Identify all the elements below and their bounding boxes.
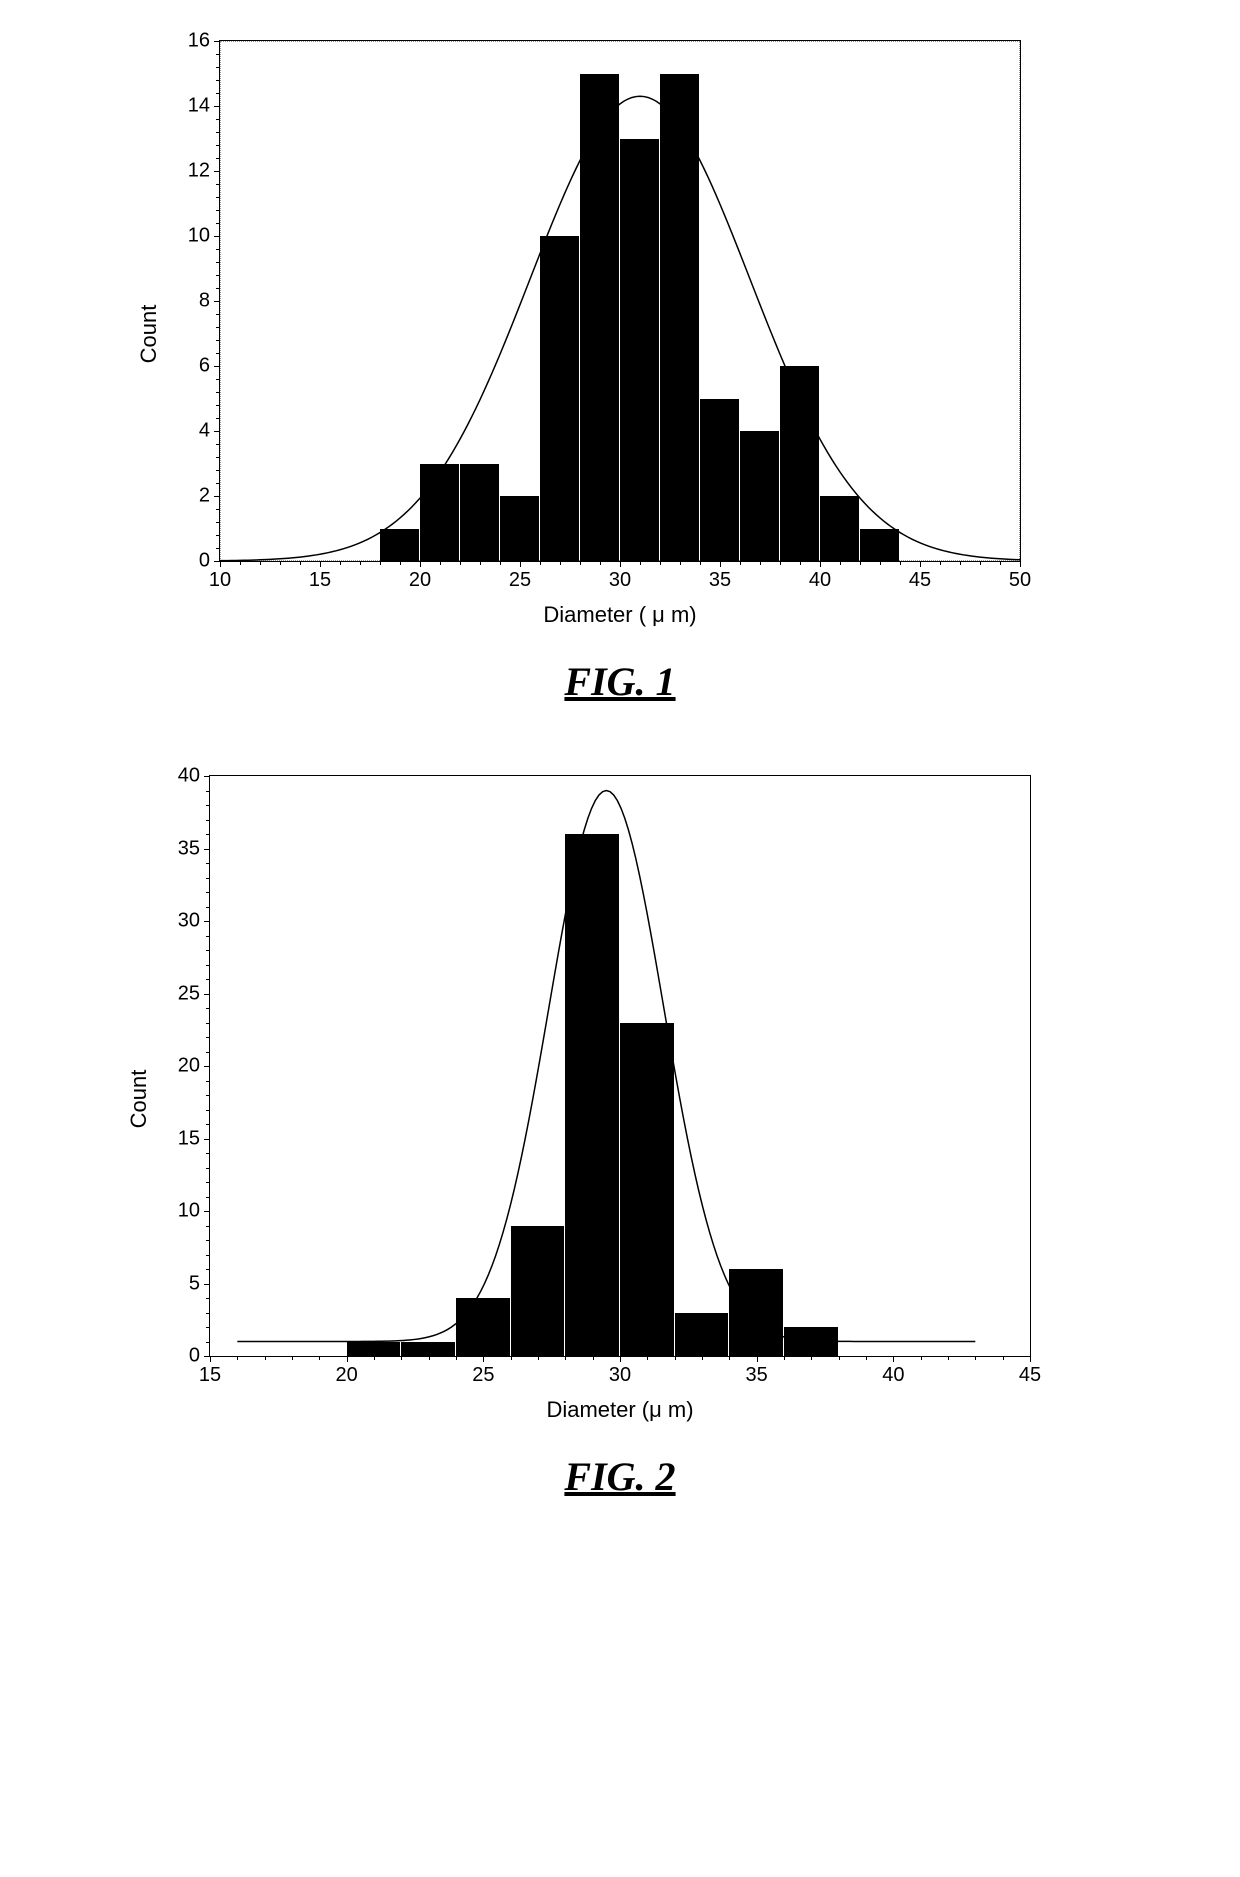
bar — [860, 529, 899, 562]
xtick-label: 30 — [609, 569, 631, 592]
ytick-label: 0 — [189, 1345, 200, 1368]
bar — [511, 1226, 565, 1357]
xtick-label: 40 — [809, 569, 831, 592]
ytick-label: 0 — [199, 550, 210, 573]
fig2-plot-area: 152025303540450510152025303540 — [209, 775, 1031, 1357]
xtick-label: 45 — [909, 569, 931, 592]
fig2-xlabel: Diameter (μ m) — [209, 1397, 1031, 1423]
ytick-label: 14 — [188, 95, 210, 118]
bar — [540, 236, 579, 561]
fig1-chart: 1015202530354045500246810121416 Count Di… — [219, 40, 1021, 628]
bar — [784, 1327, 838, 1356]
bar — [820, 496, 859, 561]
bar — [580, 74, 619, 562]
bar — [460, 464, 499, 562]
fig2-ylabel: Count — [126, 1070, 152, 1129]
ytick-label: 2 — [199, 485, 210, 508]
ytick-label: 10 — [188, 225, 210, 248]
ytick-label: 10 — [178, 1200, 200, 1223]
xtick-label: 50 — [1009, 569, 1031, 592]
ytick-label: 25 — [178, 982, 200, 1005]
ytick-label: 4 — [199, 420, 210, 443]
xtick-label: 35 — [709, 569, 731, 592]
xtick-label: 35 — [746, 1364, 768, 1387]
fig2-chart: 152025303540450510152025303540 Count Dia… — [209, 775, 1031, 1423]
bar — [500, 496, 539, 561]
ytick-label: 35 — [178, 837, 200, 860]
bar — [380, 529, 419, 562]
ytick-label: 16 — [188, 30, 210, 53]
fig1-caption: FIG. 1 — [564, 658, 675, 705]
ytick-label: 30 — [178, 910, 200, 933]
xtick-label: 15 — [199, 1364, 221, 1387]
ytick-label: 20 — [178, 1055, 200, 1078]
bar — [420, 464, 459, 562]
xtick-label: 15 — [309, 569, 331, 592]
bar — [740, 431, 779, 561]
bar — [729, 1269, 783, 1356]
xtick-label: 25 — [472, 1364, 494, 1387]
fig1-xlabel: Diameter ( μ m) — [219, 602, 1021, 628]
bar — [700, 399, 739, 562]
ytick-label: 5 — [189, 1272, 200, 1295]
xtick-label: 25 — [509, 569, 531, 592]
xtick-label: 20 — [409, 569, 431, 592]
xtick-label: 30 — [609, 1364, 631, 1387]
ytick-label: 6 — [199, 355, 210, 378]
bar — [620, 139, 659, 562]
ytick-label: 40 — [178, 765, 200, 788]
xtick-label: 10 — [209, 569, 231, 592]
bar — [620, 1023, 674, 1357]
figure-1: 1015202530354045500246810121416 Count Di… — [219, 40, 1021, 705]
bar — [401, 1342, 455, 1357]
ytick-label: 15 — [178, 1127, 200, 1150]
bar — [675, 1313, 729, 1357]
ytick-label: 12 — [188, 160, 210, 183]
fig1-ylabel: Count — [136, 305, 162, 364]
bar — [347, 1342, 401, 1357]
xtick-label: 40 — [882, 1364, 904, 1387]
bar — [660, 74, 699, 562]
bar — [565, 834, 619, 1356]
xtick-label: 45 — [1019, 1364, 1041, 1387]
ytick-label: 8 — [199, 290, 210, 313]
xtick-label: 20 — [336, 1364, 358, 1387]
fig2-caption: FIG. 2 — [564, 1453, 675, 1500]
bar — [780, 366, 819, 561]
bar — [456, 1298, 510, 1356]
fig1-plot-area: 1015202530354045500246810121416 — [219, 40, 1021, 562]
figure-2: 152025303540450510152025303540 Count Dia… — [209, 775, 1031, 1500]
